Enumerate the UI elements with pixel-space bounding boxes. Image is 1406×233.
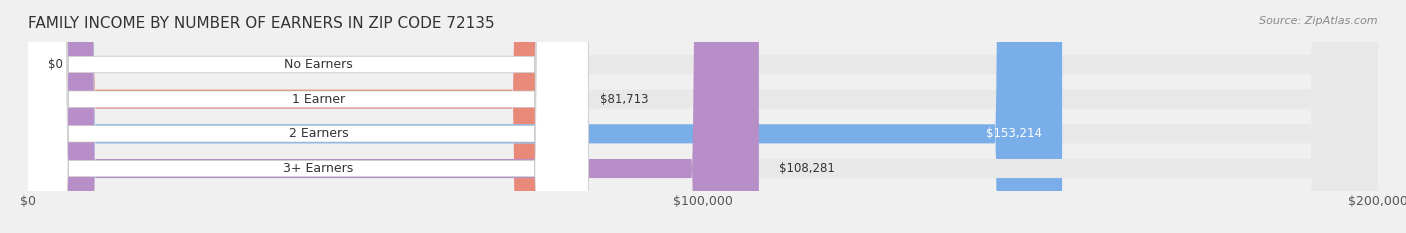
Text: $0: $0 bbox=[48, 58, 63, 71]
FancyBboxPatch shape bbox=[28, 0, 1378, 233]
Text: $81,713: $81,713 bbox=[600, 93, 648, 106]
Text: 3+ Earners: 3+ Earners bbox=[283, 162, 353, 175]
FancyBboxPatch shape bbox=[14, 0, 588, 233]
Text: 1 Earner: 1 Earner bbox=[292, 93, 344, 106]
FancyBboxPatch shape bbox=[14, 0, 588, 233]
FancyBboxPatch shape bbox=[14, 0, 588, 233]
FancyBboxPatch shape bbox=[28, 0, 1378, 233]
FancyBboxPatch shape bbox=[28, 0, 1378, 233]
FancyBboxPatch shape bbox=[14, 0, 588, 233]
FancyBboxPatch shape bbox=[28, 0, 1062, 233]
Text: No Earners: No Earners bbox=[284, 58, 353, 71]
FancyBboxPatch shape bbox=[28, 0, 579, 233]
Text: $153,214: $153,214 bbox=[986, 127, 1042, 140]
Text: Source: ZipAtlas.com: Source: ZipAtlas.com bbox=[1260, 16, 1378, 26]
Text: FAMILY INCOME BY NUMBER OF EARNERS IN ZIP CODE 72135: FAMILY INCOME BY NUMBER OF EARNERS IN ZI… bbox=[28, 16, 495, 31]
FancyBboxPatch shape bbox=[28, 0, 1378, 233]
FancyBboxPatch shape bbox=[28, 0, 759, 233]
Text: $108,281: $108,281 bbox=[779, 162, 835, 175]
Text: 2 Earners: 2 Earners bbox=[288, 127, 349, 140]
